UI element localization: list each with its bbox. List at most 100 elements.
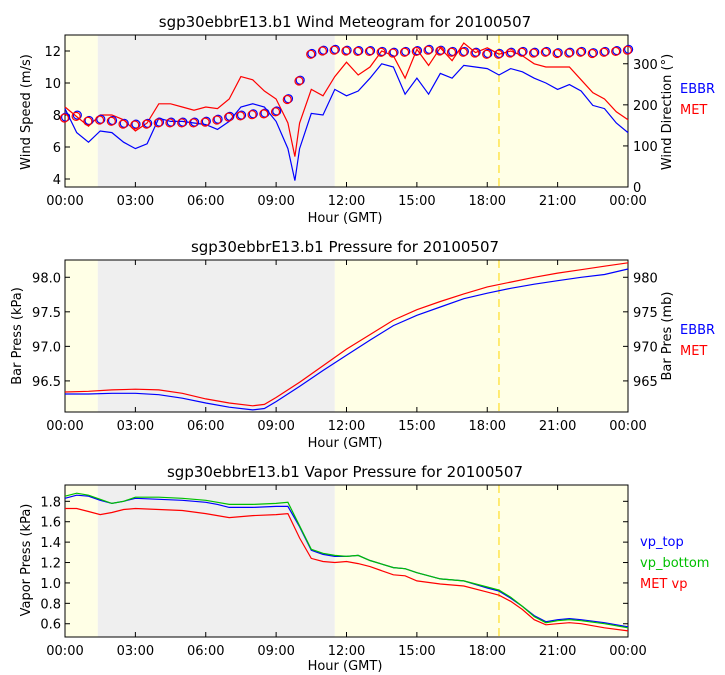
legend: EBBR MET — [680, 82, 715, 118]
point-met-direction — [306, 49, 316, 59]
legend-met: MET — [680, 103, 707, 118]
y-axis-label: Vapor Press (kPa) — [19, 504, 34, 617]
legend-ebbr: EBBR — [680, 323, 715, 338]
point-met-direction — [341, 46, 351, 56]
point-ebbr-direction — [272, 106, 282, 116]
point-met-direction — [470, 48, 480, 58]
x-tick-label: 00:00 — [46, 194, 83, 209]
point-ebbr-direction — [131, 119, 141, 129]
point-met-direction — [118, 119, 128, 129]
point-met-direction — [505, 48, 515, 58]
x-tick-label: 03:00 — [117, 194, 154, 209]
legend-vp-top: vp_top — [640, 535, 684, 550]
chart-title: sgp30ebbrE13.b1 Wind Meteogram for 20100… — [159, 13, 531, 31]
x-tick-label: 00:00 — [609, 194, 646, 209]
point-met-direction — [446, 47, 457, 57]
legend-met: MET — [680, 344, 707, 359]
y-tick-label: 96.5 — [32, 375, 61, 390]
point-met-direction — [188, 118, 199, 128]
x-tick-label: 15:00 — [398, 644, 435, 659]
x-tick-label: 09:00 — [257, 644, 294, 659]
y2-axis-label: Wind Direction (°) — [660, 54, 675, 170]
point-met-direction — [177, 118, 187, 128]
x-tick-label: 06:00 — [187, 644, 224, 659]
point-ebbr-direction — [330, 44, 340, 54]
x-tick-label: 00:00 — [46, 419, 83, 434]
y-tick-label: 1.0 — [40, 577, 61, 592]
x-axis-label: Hour (GMT) — [308, 659, 383, 674]
point-ebbr-direction — [248, 109, 258, 119]
pressure-panel: sgp30ebbrE13.b1 Pressure for 20100507 Ba… — [10, 238, 715, 451]
y2-axis-ticks: 965 970 975 980 — [623, 271, 658, 390]
x-tick-label: 18:00 — [469, 644, 506, 659]
point-ebbr-direction — [319, 45, 329, 55]
y2-tick-label: 100 — [633, 140, 658, 155]
y2-tick-label: 970 — [633, 340, 658, 355]
y2-tick-label: 200 — [633, 99, 658, 114]
point-ebbr-direction — [190, 117, 200, 127]
y2-axis-label: Bar Pres (mb) — [660, 292, 675, 381]
x-tick-label: 18:00 — [469, 419, 506, 434]
point-met-direction — [329, 45, 339, 55]
night-region — [97, 485, 335, 637]
x-tick-label: 15:00 — [398, 194, 435, 209]
x-tick-label: 03:00 — [117, 419, 154, 434]
point-met-direction — [235, 111, 245, 121]
point-met-direction — [493, 49, 503, 59]
point-ebbr-direction — [283, 94, 294, 104]
series-line-vp-bottom — [64, 492, 629, 629]
point-met-direction — [141, 119, 152, 129]
x-axis-ticks: 00:00 03:00 06:00 09:00 12:00 15:00 18:00 21:00… — [46, 260, 647, 434]
point-met-direction — [575, 47, 586, 57]
point-met-direction — [611, 46, 621, 57]
plot-area — [64, 259, 629, 413]
x-axis-label: Hour (GMT) — [308, 436, 383, 451]
point-ebbr-direction — [565, 47, 575, 57]
point-met-direction — [587, 48, 597, 59]
point-met-direction — [376, 47, 386, 57]
x-tick-label: 06:00 — [187, 194, 224, 209]
point-ebbr-direction — [518, 46, 528, 57]
legend-ebbr: EBBR — [680, 82, 715, 97]
x-tick-label: 09:00 — [257, 194, 294, 209]
point-met-direction — [540, 47, 550, 57]
y-axis-ticks: 4 6 8 10 12 — [44, 45, 70, 188]
time-shading — [65, 260, 628, 412]
y-tick-label: 6 — [53, 141, 61, 156]
plot-area — [59, 34, 634, 188]
point-met-direction — [106, 116, 116, 126]
y2-tick-label: 965 — [633, 375, 658, 390]
point-met-direction — [200, 117, 210, 127]
point-met-direction — [59, 113, 70, 123]
point-met-direction — [94, 115, 105, 125]
wind-meteogram-panel: sgp30ebbrE13.b1 Wind Meteogram for 20100… — [19, 13, 715, 226]
daylight-region — [334, 260, 628, 412]
point-ebbr-direction — [401, 46, 411, 57]
point-ebbr-direction — [553, 48, 563, 58]
point-ebbr-direction — [530, 47, 540, 57]
point-ebbr-direction — [342, 45, 352, 55]
x-tick-label: 12:00 — [328, 419, 365, 434]
legend-met-vp: MET vp — [640, 577, 687, 592]
x-tick-label: 00:00 — [609, 644, 646, 659]
x-tick-label: 21:00 — [539, 419, 576, 434]
point-ebbr-direction — [143, 118, 153, 128]
point-met-direction — [423, 45, 433, 55]
legend: EBBR MET — [680, 323, 715, 359]
x-tick-label: 12:00 — [328, 644, 365, 659]
point-ebbr-direction — [72, 110, 82, 120]
y-tick-label: 1.6 — [40, 516, 61, 531]
night-region — [97, 35, 335, 187]
plot-area — [64, 484, 629, 638]
point-met-direction — [212, 115, 222, 125]
point-ebbr-direction — [448, 46, 458, 57]
point-met-direction — [482, 49, 492, 59]
point-ebbr-direction — [412, 46, 423, 56]
point-met-direction — [599, 47, 609, 57]
y-tick-label: 97.5 — [32, 306, 61, 321]
point-met-direction — [282, 94, 292, 105]
point-met-direction — [71, 111, 81, 121]
y-tick-label: 0.8 — [40, 597, 61, 612]
point-met-direction — [552, 48, 562, 59]
y2-tick-label: 300 — [633, 58, 658, 73]
